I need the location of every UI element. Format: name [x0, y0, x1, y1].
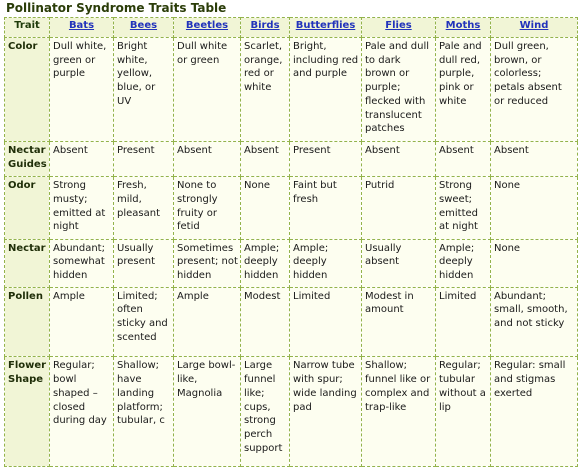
column-link-birds[interactable]: Birds [250, 20, 280, 31]
table-cell: Limited [289, 286, 362, 358]
table-cell: None [240, 176, 290, 240]
table-body: Color Dull white, green or purple Bright w… [4, 36, 578, 467]
table-cell: Present [113, 141, 174, 178]
table-cell: Modest in amount [361, 286, 436, 358]
table-cell: Faint but fresh [289, 176, 362, 240]
table-cell: Absent [173, 141, 241, 178]
row-label-nectar-guides: Nectar Guides [4, 141, 50, 178]
column-header-wind: Wind [490, 17, 578, 38]
table-cell: Limited [435, 286, 491, 358]
column-header-bats: Bats [49, 17, 114, 38]
column-link-bats[interactable]: Bats [68, 20, 95, 31]
column-header-trait: Trait [4, 17, 50, 38]
table-cell: Absent [240, 141, 290, 178]
table-cell: None [490, 238, 578, 288]
row-label-nectar: Nectar [4, 238, 50, 288]
table-cell: Bright white, yellow, blue, or UV [113, 36, 174, 143]
table-cell: None to strongly fruity or fetid [173, 176, 241, 240]
table-cell: Usually present [113, 238, 174, 288]
table-row-pollen: Pollen Ample Limited; often sticky and sce… [4, 286, 578, 358]
table-cell: Ample [49, 286, 114, 358]
column-header-flies: Flies [361, 17, 436, 38]
table-row-nectar-guides: Nectar Guides Absent Present Absent Absent Pr… [4, 141, 578, 178]
table-cell: Present [289, 141, 362, 178]
table-cell: Fresh, mild, pleasant [113, 176, 174, 240]
table-cell: Ample; deeply hidden [240, 238, 290, 288]
table-cell: Sometimes present; not hidden [173, 238, 241, 288]
table-header-row: Trait Bats Bees Beetles Birds Butterflies Flie… [4, 17, 578, 38]
pollinator-traits-table: Trait Bats Bees Beetles Birds Butterflies Flie… [4, 17, 578, 467]
table-cell: Pale and dull to dark brown or purple; f… [361, 36, 436, 143]
table-cell: Shallow; funnel like or complex and trap… [361, 356, 436, 467]
table-cell: Dull green, brown, or colorless; petals … [490, 36, 578, 143]
table-row-color: Color Dull white, green or purple Bright w… [4, 36, 578, 143]
column-link-bees[interactable]: Bees [129, 20, 158, 31]
table-cell: Limited; often sticky and scented [113, 286, 174, 358]
table-cell: Absent [361, 141, 436, 178]
table-cell: Absent [435, 141, 491, 178]
table-cell: Regular: small and stigmas exerted [490, 356, 578, 467]
table-row-flower-shape: Flower Shape Regular; bowl shaped – close… [4, 356, 578, 467]
table-row-nectar: Nectar Abundant; somewhat hidden Usually p… [4, 238, 578, 288]
table-cell: Large funnel like; cups, strong perch su… [240, 356, 290, 467]
table-cell: Modest [240, 286, 290, 358]
table-cell: Ample [173, 286, 241, 358]
table-cell: Ample; deeply hidden [435, 238, 491, 288]
row-label-odor: Odor [4, 176, 50, 240]
table-cell: Abundant; small, smooth, and not sticky [490, 286, 578, 358]
table-cell: Bright, including red and purple [289, 36, 362, 143]
column-header-beetles: Beetles [173, 17, 241, 38]
table-cell: Usually absent [361, 238, 436, 288]
column-link-moths[interactable]: Moths [445, 20, 481, 31]
column-label-trait: Trait [14, 20, 40, 31]
table-cell: Regular; tubular without a lip [435, 356, 491, 467]
table-cell: Narrow tube with spur; wide landing pad [289, 356, 362, 467]
table-cell: Abundant; somewhat hidden [49, 238, 114, 288]
column-link-beetles[interactable]: Beetles [185, 20, 229, 31]
table-cell: Absent [490, 141, 578, 178]
column-link-butterflies[interactable]: Butterflies [295, 20, 356, 31]
table-row-odor: Odor Strong musty; emitted at night Fresh,… [4, 176, 578, 240]
table-cell: Strong sweet; emitted at night [435, 176, 491, 240]
row-label-color: Color [4, 36, 50, 143]
table-cell: Scarlet, orange, red or white [240, 36, 290, 143]
table-cell: Regular; bowl shaped – closed during day [49, 356, 114, 467]
row-label-flower-shape: Flower Shape [4, 356, 50, 467]
column-header-birds: Birds [240, 17, 290, 38]
table-cell: None [490, 176, 578, 240]
table-cell: Ample; deeply hidden [289, 238, 362, 288]
column-link-flies[interactable]: Flies [385, 20, 412, 31]
table-cell: Absent [49, 141, 114, 178]
table-cell: Dull white or green [173, 36, 241, 143]
column-header-moths: Moths [435, 17, 491, 38]
column-header-butterflies: Butterflies [289, 17, 362, 38]
table-cell: Strong musty; emitted at night [49, 176, 114, 240]
table-cell: Large bowl-like, Magnolia [173, 356, 241, 467]
table-cell: Putrid [361, 176, 436, 240]
column-header-bees: Bees [113, 17, 174, 38]
page-title: Pollinator Syndrome Traits Table [6, 1, 227, 15]
table-cell: Dull white, green or purple [49, 36, 114, 143]
row-label-pollen: Pollen [4, 286, 50, 358]
column-link-wind[interactable]: Wind [519, 20, 549, 31]
table-cell: Pale and dull red, purple, pink or white [435, 36, 491, 143]
table-cell: Shallow; have landing platform; tubular,… [113, 356, 174, 467]
